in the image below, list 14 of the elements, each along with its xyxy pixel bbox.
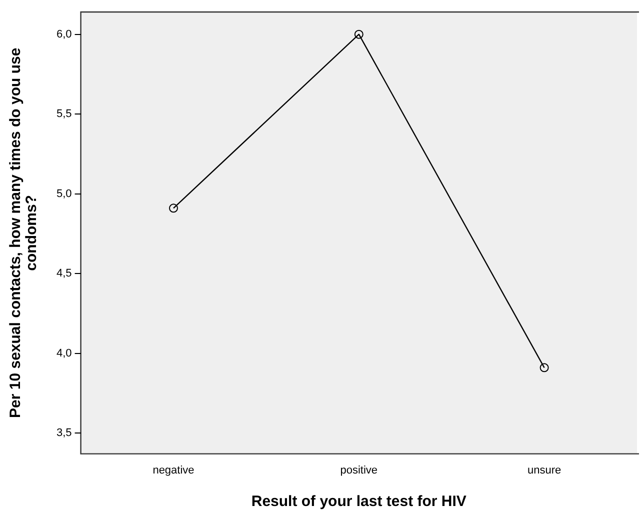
point	[540, 363, 549, 372]
x-axis-title: Result of your last test for HIV	[251, 493, 466, 510]
x-tick-label: negative	[152, 464, 194, 476]
y-tick-label: 5,5	[56, 108, 72, 120]
y-tick-label: 4,0	[56, 347, 72, 360]
y-tick-label: 5,0	[56, 188, 72, 200]
y-tick-label: 6,0	[56, 28, 72, 40]
x-tick-label: positive	[340, 464, 378, 476]
point	[168, 204, 178, 213]
y-tick-label: 4,5	[56, 268, 72, 280]
y-tick-label: 3,5	[56, 427, 72, 440]
point	[354, 30, 364, 39]
y-axis-title: Per 10 sexual contacts, how many times do you use condoms?	[7, 48, 40, 418]
x-tick-label: unsure	[527, 464, 562, 476]
